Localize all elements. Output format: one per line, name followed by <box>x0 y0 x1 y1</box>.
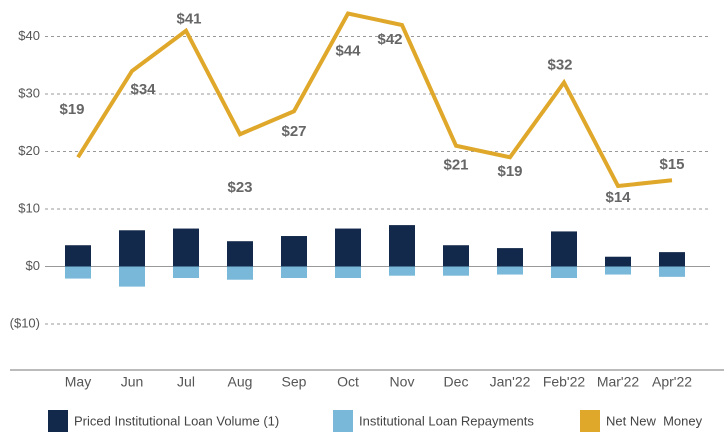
bar <box>605 266 631 275</box>
y-tick-label: ($10) <box>10 315 40 330</box>
x-tick-label: Jul <box>177 374 195 390</box>
legend-label: Priced Institutional Loan Volume (1) <box>74 413 279 428</box>
value-label: $23 <box>227 179 252 196</box>
y-tick-label: $20 <box>18 143 40 158</box>
bar <box>281 236 307 267</box>
y-tick-label: $0 <box>26 258 40 273</box>
x-tick-label: Aug <box>228 374 253 390</box>
bar <box>659 266 685 277</box>
value-label: $15 <box>659 156 684 173</box>
bar <box>335 228 361 267</box>
bar <box>281 266 307 278</box>
legend-swatch <box>48 410 68 432</box>
bar <box>497 266 523 275</box>
legend-label: Institutional Loan Repayments <box>359 413 534 428</box>
bar <box>551 231 577 267</box>
y-tick-label: $30 <box>18 85 40 100</box>
bar <box>335 266 361 278</box>
bar <box>65 245 91 267</box>
bar <box>389 266 415 276</box>
bar <box>659 252 685 267</box>
bar <box>173 266 199 278</box>
legend-label: Net New Money <box>606 413 703 428</box>
x-tick-label: Dec <box>444 374 469 390</box>
x-tick-label: Jan'22 <box>490 374 531 390</box>
legend-swatch <box>580 410 600 432</box>
x-tick-label: Feb'22 <box>543 374 586 390</box>
bar <box>497 248 523 267</box>
value-label: $44 <box>335 42 361 59</box>
x-tick-label: Apr'22 <box>652 374 692 390</box>
line <box>76 11 673 189</box>
x-tick-label: Jun <box>121 374 144 390</box>
value-label: $19 <box>59 101 84 118</box>
bar <box>65 266 91 279</box>
y-tick-label: $40 <box>18 28 40 43</box>
bar <box>173 228 199 267</box>
bar <box>119 266 145 287</box>
bar <box>605 256 631 267</box>
bar <box>227 266 253 280</box>
value-label: $21 <box>443 157 468 174</box>
x-tick-label: May <box>65 374 91 390</box>
legend-swatch <box>333 410 353 432</box>
bar <box>389 225 415 267</box>
value-label: $34 <box>130 81 156 98</box>
x-tick-label: Nov <box>390 374 415 390</box>
bar <box>551 266 577 278</box>
bar <box>443 245 469 267</box>
value-label: $41 <box>176 11 201 28</box>
x-tick-label: Oct <box>337 374 359 390</box>
value-label: $14 <box>605 189 631 206</box>
bar <box>227 241 253 267</box>
value-label: $27 <box>281 123 306 140</box>
bar <box>119 230 145 267</box>
y-tick-label: $10 <box>18 200 40 215</box>
bar <box>443 266 469 276</box>
value-label: $19 <box>497 163 522 180</box>
x-tick-label: Mar'22 <box>597 374 640 390</box>
value-label: $32 <box>547 56 572 73</box>
x-tick-label: Sep <box>282 374 307 390</box>
value-label: $42 <box>377 31 402 48</box>
